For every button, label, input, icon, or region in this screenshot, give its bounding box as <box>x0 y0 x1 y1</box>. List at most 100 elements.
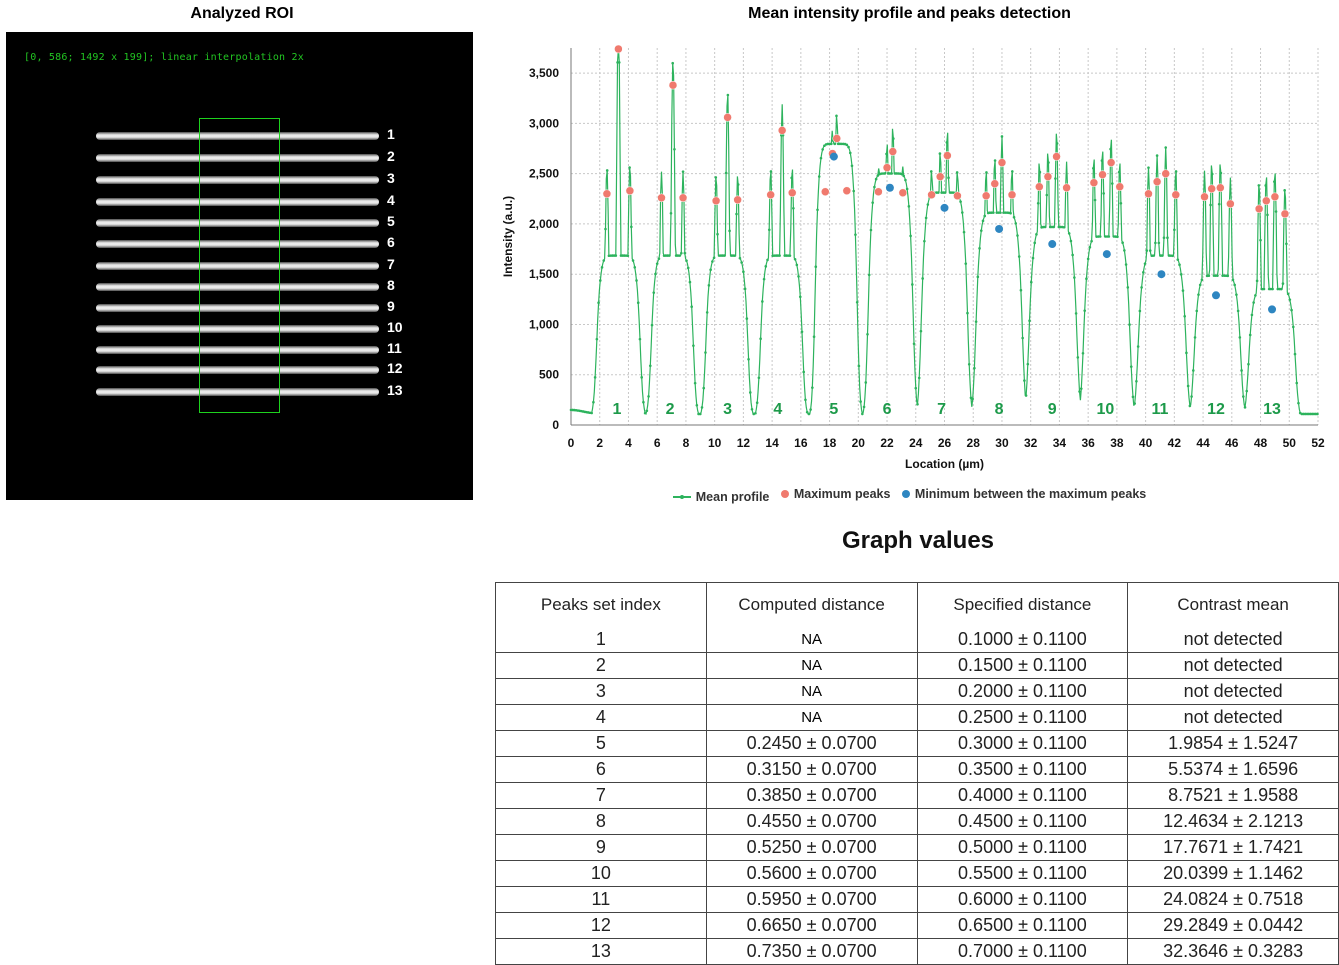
profile-point <box>1019 288 1023 292</box>
legend-mean-profile-label: Mean profile <box>695 490 770 504</box>
profile-point <box>1047 161 1050 164</box>
roi-line <box>96 240 379 248</box>
y-tick-label: 0 <box>552 418 559 432</box>
profile-point <box>735 212 738 216</box>
profile-point <box>919 329 923 333</box>
profile-point <box>917 376 921 380</box>
cell-contrast-mean: 20.0399 ± 1.1462 <box>1127 860 1339 887</box>
maximum-peak-marker <box>711 196 721 206</box>
profile-point <box>1117 170 1121 174</box>
cell-contrast-mean: 29.2849 ± 0.0442 <box>1127 912 1339 939</box>
roi-caption: [0, 586; 1492 x 199]; linear interpolati… <box>24 52 304 63</box>
profile-point <box>1143 262 1147 265</box>
profile-point <box>1252 301 1255 304</box>
profile-point <box>1235 293 1238 296</box>
cell-computed-distance: 0.3850 ± 0.0700 <box>705 782 918 809</box>
group-label: 3 <box>723 401 732 418</box>
maximum-peak-marker <box>1171 190 1181 200</box>
profile-point <box>759 337 762 340</box>
profile-point <box>1219 171 1223 175</box>
profile-point <box>1145 249 1149 252</box>
profile-point <box>1316 412 1319 416</box>
profile-point <box>1273 180 1276 183</box>
maximum-peak-marker <box>927 190 936 200</box>
profile-point <box>692 344 695 347</box>
profile-point <box>1023 379 1026 382</box>
profile-point <box>812 335 816 339</box>
roi-line-label: 5 <box>387 213 395 229</box>
x-tick-label: 10 <box>708 436 722 450</box>
profile-point <box>864 381 868 384</box>
profile-point <box>671 61 675 65</box>
profile-point <box>1176 258 1180 261</box>
roi-line <box>96 283 379 291</box>
profile-point <box>788 254 792 257</box>
table-row: 6 0.3150 ± 0.0700 0.3500 ± 0.1100 5.5374 ± … <box>495 756 1339 783</box>
profile-point <box>645 409 649 413</box>
profile-point <box>1079 387 1083 390</box>
profile-point <box>861 412 864 416</box>
profile-point <box>1016 234 1019 237</box>
y-tick-label: 3,000 <box>529 116 559 130</box>
profile-point <box>688 280 692 284</box>
profile-point <box>647 395 650 398</box>
profile-point <box>1154 241 1157 245</box>
maximum-peak-marker <box>1161 169 1170 178</box>
roi-title: Analyzed ROI <box>190 5 294 22</box>
profile-point <box>669 211 673 215</box>
profile-point <box>1166 236 1169 240</box>
profile-point <box>945 141 949 144</box>
roi-line <box>96 325 379 333</box>
maximum-peak-marker <box>668 80 678 90</box>
profile-point <box>1012 215 1016 219</box>
profile-point <box>805 410 809 414</box>
profile-point <box>911 283 914 286</box>
profile-point <box>1092 166 1095 170</box>
x-tick-label: 12 <box>737 436 751 450</box>
maximum-peak-marker <box>888 147 898 156</box>
chart-title: Mean intensity profile and peaks detecti… <box>748 5 1071 22</box>
mean-profile-line <box>571 47 1318 416</box>
profile-point <box>992 211 995 214</box>
y-tick-label: 1,000 <box>529 317 559 331</box>
profile-point <box>1209 203 1212 207</box>
profile-point <box>1014 222 1018 225</box>
profile-point <box>702 386 706 390</box>
profile-point <box>1233 283 1236 287</box>
table-row: 3 NA 0.2000 ± 0.1100 not detected <box>495 678 1339 705</box>
y-tick-label: 2,000 <box>529 217 559 231</box>
profile-point <box>704 351 707 354</box>
profile-point <box>711 260 714 263</box>
legend-maximum-peaks: Maximum peaks <box>780 487 890 501</box>
profile-point <box>728 229 731 233</box>
profile-point <box>1242 395 1245 398</box>
profile-point <box>1052 225 1055 229</box>
cell-contrast-mean: 1.9854 ± 1.5247 <box>1127 730 1339 757</box>
profile-point <box>855 300 859 304</box>
profile-point <box>1062 225 1066 229</box>
profile-point <box>724 171 728 175</box>
maximum-peak-marker <box>602 189 612 199</box>
profile-point <box>847 145 850 149</box>
profile-point <box>916 402 919 406</box>
maximum-peak-marker <box>625 186 635 196</box>
profile-point <box>762 277 766 281</box>
profile-point <box>1026 362 1030 366</box>
table-row: 1 NA 0.1000 ± 0.1100 not detected <box>495 627 1339 653</box>
header-computed-distance: Computed distance <box>705 582 918 627</box>
roi-line-label: 3 <box>387 170 395 186</box>
cell-contrast-mean: 24.0824 ± 0.7518 <box>1127 886 1339 913</box>
profile-point <box>1293 352 1297 356</box>
profile-point <box>1164 146 1168 149</box>
x-tick-label: 14 <box>765 436 779 450</box>
profile-point <box>978 247 981 250</box>
profile-point <box>628 166 631 169</box>
roi-line <box>96 198 379 206</box>
profile-point <box>1238 336 1242 339</box>
profile-point <box>652 291 656 294</box>
x-tick-label: 16 <box>794 436 808 450</box>
cell-index: 8 <box>495 808 707 835</box>
maximum-peak-marker <box>1207 184 1216 193</box>
blue-dot-icon <box>901 490 910 498</box>
maximum-peak-marker <box>787 188 797 198</box>
